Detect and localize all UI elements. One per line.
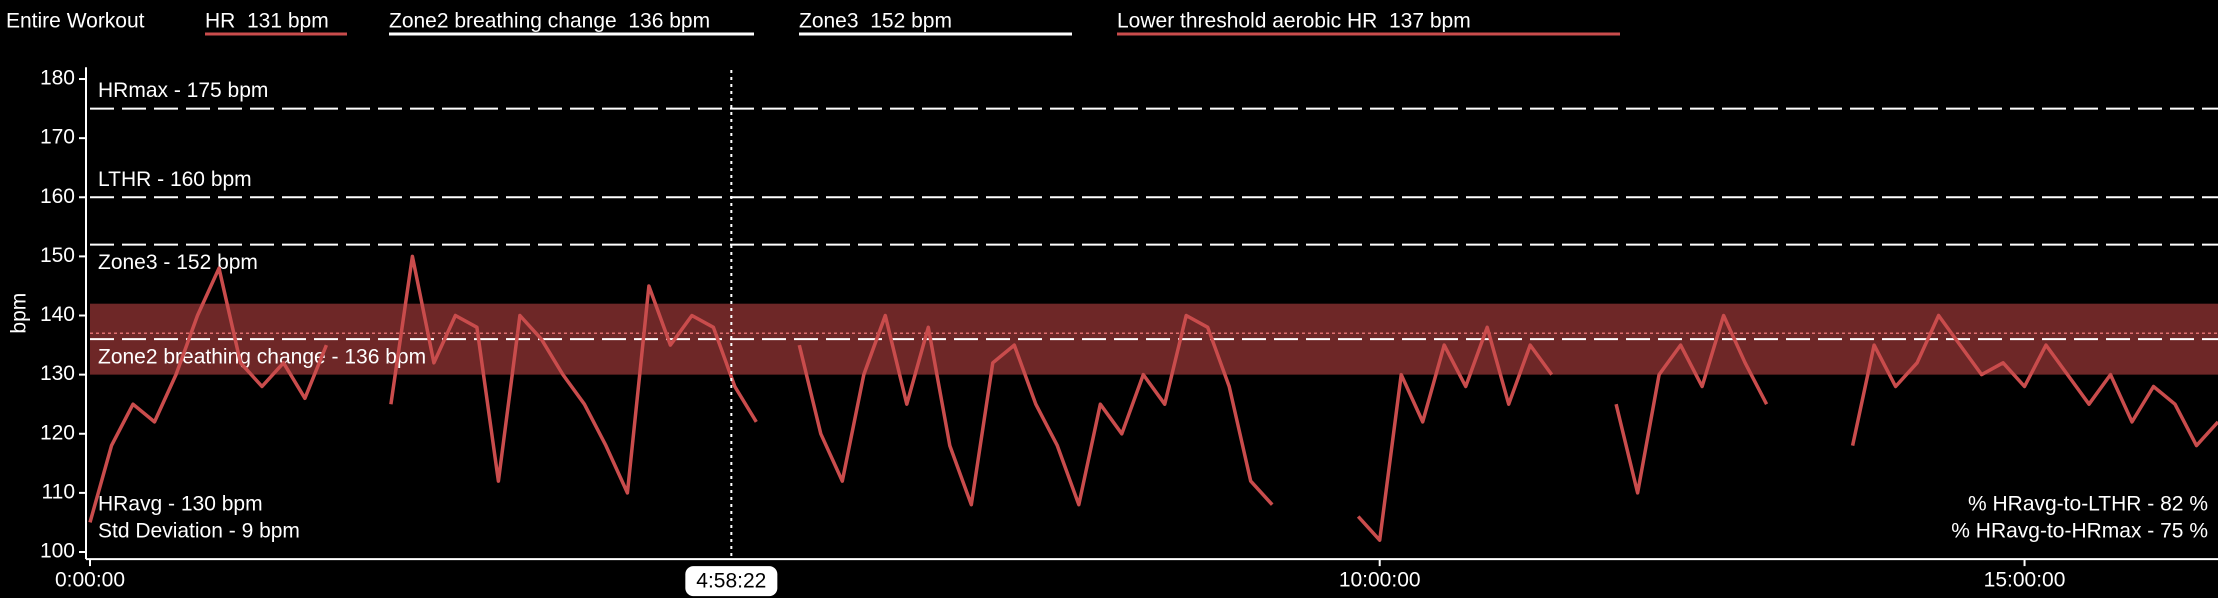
y-tick-label: 120 bbox=[40, 421, 75, 444]
stat-annotation: HRavg - 130 bpm bbox=[98, 493, 263, 516]
stat-annotation: Std Deviation - 9 bpm bbox=[98, 520, 300, 543]
header-item: Lower threshold aerobic HR 137 bpm bbox=[1117, 10, 1471, 33]
x-tick-label: 10:00:00 bbox=[1339, 569, 1421, 592]
reference-label: HRmax - 175 bpm bbox=[98, 79, 268, 102]
cursor-label-box bbox=[685, 566, 778, 597]
reference-label: LTHR - 160 bpm bbox=[98, 168, 252, 191]
header-item: Entire Workout bbox=[6, 10, 145, 33]
y-tick-label: 160 bbox=[40, 185, 75, 208]
header-item: Zone2 breathing change 136 bpm bbox=[389, 10, 710, 33]
header-item: HR 131 bpm bbox=[205, 10, 329, 33]
cursor-label: 4:58:22 bbox=[696, 570, 766, 593]
x-tick-label: 0:00:00 bbox=[55, 569, 125, 592]
reference-label: Zone2 breathing change - 136 bpm bbox=[98, 346, 426, 369]
y-tick-label: 100 bbox=[40, 540, 75, 563]
y-tick-label: 180 bbox=[40, 67, 75, 90]
y-tick-label: 110 bbox=[42, 480, 75, 503]
y-tick-label: 130 bbox=[40, 362, 75, 385]
y-tick-label: 150 bbox=[40, 244, 75, 267]
y-axis-label: bpm bbox=[8, 293, 31, 334]
header-item: Zone3 152 bpm bbox=[799, 10, 952, 33]
x-tick-label: 15:00:00 bbox=[1984, 569, 2066, 592]
stat-annotation: % HRavg-to-HRmax - 75 % bbox=[1951, 520, 2208, 543]
y-tick-label: 170 bbox=[40, 126, 75, 149]
reference-label: Zone3 - 152 bpm bbox=[98, 251, 258, 274]
hr-line bbox=[88, 254, 2218, 542]
y-tick-label: 140 bbox=[40, 303, 75, 326]
stat-annotation: % HRavg-to-LTHR - 82 % bbox=[1968, 493, 2208, 516]
